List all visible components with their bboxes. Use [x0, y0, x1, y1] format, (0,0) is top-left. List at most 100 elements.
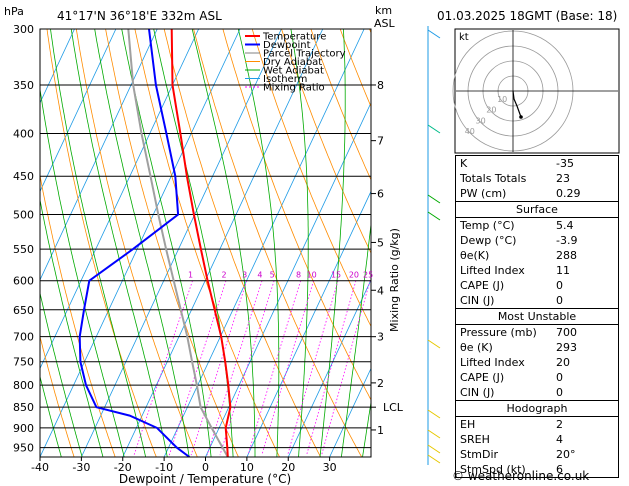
most-unstable-label: CIN (J)	[460, 386, 495, 399]
km-unit: km	[375, 4, 392, 17]
mixing-ratio-label: 4	[257, 271, 262, 280]
pressure-tick-label: 550	[13, 243, 34, 256]
dry-adiabat-line	[310, 29, 371, 181]
isotherm-line	[122, 29, 324, 457]
hodograph-table-label: StmSpd (kt)	[460, 463, 526, 476]
mixing-ratio-label: 3	[242, 271, 247, 280]
pressure-tick-label: 650	[13, 304, 34, 317]
legend-label: Mixing Ratio	[263, 83, 325, 94]
dry-adiabat-line	[251, 29, 371, 328]
wet-adiabat-line	[70, 29, 168, 457]
pressure-tick-label: 750	[13, 356, 34, 369]
mixing-ratio-line	[321, 280, 371, 456]
most-unstable-title: Most Unstable	[456, 309, 618, 325]
most-unstable-row: θe (K) 293	[456, 340, 618, 355]
mixing-ratio-line	[190, 280, 248, 456]
mixing-ratio-line	[219, 280, 275, 456]
wet-adiabat-line	[94, 29, 190, 457]
wet-adiabat-line	[40, 374, 62, 457]
wet-adiabat-line	[40, 86, 125, 457]
series-parcel-trajectory	[127, 29, 229, 457]
wet-adiabat-line	[40, 291, 83, 457]
pressure-tick-label: 450	[13, 170, 34, 183]
temp-tick-label: -20	[114, 461, 132, 474]
surface-title: Surface	[456, 202, 618, 218]
hodograph-table-value: 6	[556, 463, 563, 476]
pressure-tick-label: 300	[13, 23, 34, 36]
dry-adiabat-line	[40, 173, 116, 457]
hodograph-table-value: 4	[556, 433, 563, 446]
isotherm-line	[205, 101, 371, 457]
isotherm-line	[40, 29, 75, 104]
temp-tick-label: 10	[240, 461, 254, 474]
pressure-tick-label: 900	[13, 422, 34, 435]
wet-adiabat-line	[121, 29, 212, 457]
km-tick-label: 1	[377, 424, 384, 437]
mixing-ratio-line	[287, 280, 339, 456]
surface-label: CAPE (J)	[460, 279, 505, 292]
pressure-tick-label: 600	[13, 275, 34, 288]
most-unstable-row: Pressure (mb) 700	[456, 325, 618, 340]
most-unstable-row: CAPE (J) 0	[456, 370, 618, 385]
wet-adiabat-line	[50, 29, 147, 457]
legend-label: Isotherm	[263, 74, 307, 85]
dry-adiabat-line	[105, 29, 239, 457]
most-unstable-value: 20	[556, 356, 570, 369]
mixing-ratio-label: 25	[363, 271, 373, 280]
mixing-ratio-line	[133, 280, 193, 456]
wet-adiabat-line	[362, 399, 371, 457]
dry-adiabat-line	[193, 29, 363, 457]
temp-tick-label: -10	[155, 461, 173, 474]
most-unstable-label: Pressure (mb)	[460, 326, 537, 339]
pressure-tick-label: 800	[13, 379, 34, 392]
hodograph-table-row: StmDir 20°	[456, 447, 618, 462]
temp-tick-label: 20	[281, 461, 295, 474]
pressure-unit: hPa	[4, 5, 24, 18]
hodograph-table-label: SREH	[460, 433, 490, 446]
surface-label: CIN (J)	[460, 294, 495, 307]
surface-row: CAPE (J) 0	[456, 278, 618, 293]
hodograph-table-row: SREH 4	[456, 432, 618, 447]
hodograph-title: Hodograph	[456, 401, 618, 417]
dry-adiabat-line	[222, 29, 371, 401]
hodograph-ring-label: 40	[465, 127, 475, 136]
temp-tick-label: 30	[323, 461, 337, 474]
wet-adiabat-line	[340, 221, 371, 457]
wet-adiabat-line	[40, 198, 104, 457]
legend-label: Wet Adiabat	[263, 66, 324, 77]
mixing-ratio-label: 8	[296, 271, 301, 280]
temp-tick-label: 0	[202, 461, 209, 474]
indices-basic: K -35 Totals Totals 23 PW (cm) 0.29	[456, 156, 618, 202]
surface-value: 0	[556, 279, 563, 292]
mixing-ratio-label: 20	[349, 271, 359, 280]
most-unstable-row: Lifted Index 20	[456, 355, 618, 370]
series-dewpoint	[78, 29, 190, 457]
km-tick-label: 5	[377, 236, 384, 249]
mixing-ratio-line	[306, 280, 357, 456]
hodograph-ring-label: 30	[476, 116, 486, 125]
dry-adiabat-line	[40, 334, 75, 457]
km-tick-label: 3	[377, 331, 384, 344]
datetime-title: 01.03.2025 18GMT (Base: 18)	[437, 9, 617, 23]
km-tick-label: 7	[377, 135, 384, 148]
pressure-tick-label: 850	[13, 401, 34, 414]
most-unstable-section: Most Unstable Pressure (mb) 700 θe (K) 293 L…	[456, 309, 618, 401]
surface-section: Surface Temp (°C) 5.4 Dewp (°C) -3.9 θe(K) 28…	[456, 202, 618, 309]
index-tt: Totals Totals 23	[460, 172, 570, 185]
wind-barb	[427, 429, 441, 439]
asl-unit: ASL	[374, 17, 396, 30]
mixing-ratio-line	[261, 280, 314, 456]
dry-adiabat-line	[163, 29, 321, 457]
surface-row: Dewp (°C) -3.9	[456, 233, 618, 248]
most-unstable-value: 0	[556, 386, 563, 399]
legend-label: Temperature	[262, 32, 326, 43]
mixing-ratio-label: 5	[270, 271, 275, 280]
wet-adiabat-line	[191, 29, 256, 457]
surface-label: Dewp (°C)	[460, 234, 517, 247]
surface-label: Temp (°C)	[460, 219, 515, 232]
legend-label: Dewpoint	[263, 40, 311, 51]
hodograph-table-label: EH	[460, 418, 476, 431]
pressure-tick-label: 950	[13, 442, 34, 455]
hodograph-trace	[512, 90, 522, 118]
wind-barb	[427, 124, 441, 134]
